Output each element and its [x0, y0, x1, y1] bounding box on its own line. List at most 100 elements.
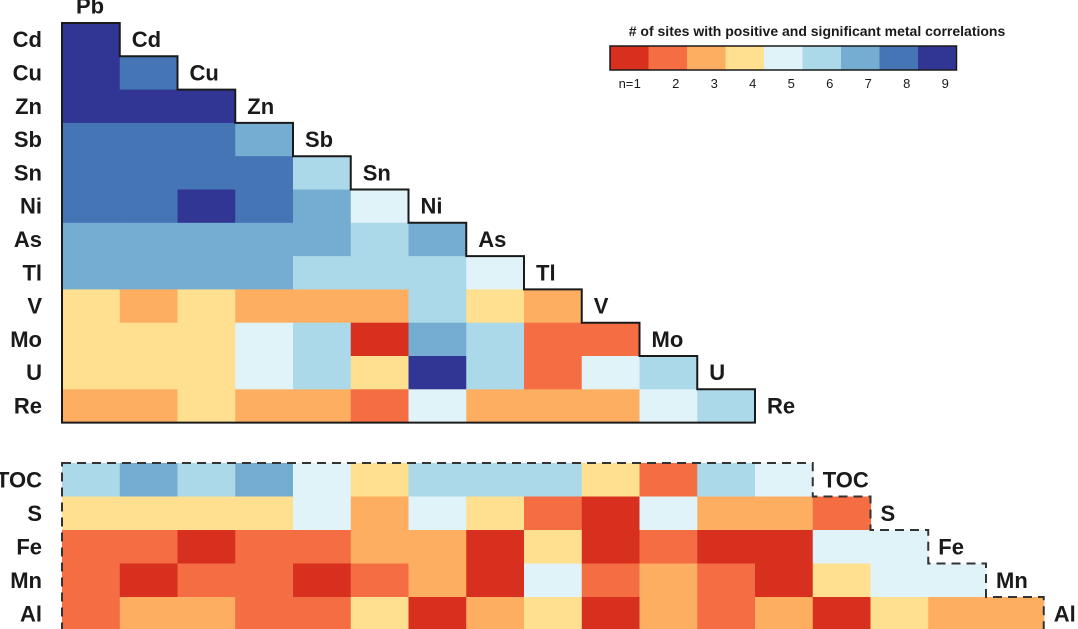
- column-label-sb: Sb: [305, 127, 333, 152]
- cell-toc-mo: [639, 463, 698, 498]
- cell-s-sb: [293, 496, 352, 531]
- cell-v-cd: [119, 289, 179, 324]
- cell-u-sb: [293, 356, 352, 390]
- cell-al-u: [697, 597, 756, 629]
- cell-as-sn: [350, 222, 410, 257]
- legend-swatch-2: [648, 46, 688, 70]
- legend-level-7: 7: [865, 76, 872, 91]
- column-label-cu: Cu: [190, 60, 219, 85]
- cell-al-as: [466, 597, 525, 629]
- cell-s-tl: [524, 496, 583, 531]
- cell-toc-u: [697, 463, 756, 498]
- cell-zn-cu: [177, 89, 236, 124]
- cell-fe-sn: [350, 530, 410, 565]
- row-label-tl: Tl: [22, 260, 42, 285]
- cell-tl-zn: [235, 256, 294, 290]
- cell-mo-sn: [350, 322, 410, 357]
- cell-fe-pb: [62, 530, 121, 565]
- cell-re-mo: [639, 389, 698, 424]
- cell-fe-as: [466, 530, 525, 565]
- cell-al-pb: [62, 597, 121, 629]
- cell-tl-sn: [350, 256, 410, 290]
- cell-v-ni: [408, 289, 467, 324]
- cell-al-zn: [235, 597, 294, 629]
- cell-u-sn: [350, 356, 410, 390]
- cell-al-s: [870, 597, 929, 629]
- cell-al-toc: [812, 597, 872, 629]
- column-label-ni: Ni: [421, 194, 443, 219]
- cell-u-cu: [177, 356, 236, 390]
- cell-s-cu: [177, 496, 236, 531]
- cell-mo-as: [466, 322, 525, 357]
- row-label-sn: Sn: [14, 160, 42, 185]
- legend-swatch-1: [610, 46, 649, 70]
- cell-mn-zn: [235, 563, 294, 598]
- cell-s-cd: [119, 496, 179, 531]
- cell-re-u: [697, 389, 756, 424]
- column-label-s: S: [881, 501, 896, 526]
- cell-u-cd: [119, 356, 179, 390]
- cell-cd-pb: [62, 23, 121, 57]
- cell-sn-cd: [119, 156, 179, 191]
- cell-fe-zn: [235, 530, 294, 565]
- cell-mn-toc: [812, 563, 872, 598]
- cell-fe-mo: [639, 530, 698, 565]
- cell-fe-cd: [119, 530, 179, 565]
- row-label-toc: TOC: [0, 467, 42, 492]
- legend-level-8: 8: [903, 76, 910, 91]
- cell-al-mo: [639, 597, 698, 629]
- cell-re-zn: [235, 389, 294, 424]
- cell-fe-sb: [293, 530, 352, 565]
- row-label-u: U: [26, 360, 42, 385]
- row-label-mn: Mn: [10, 568, 42, 593]
- cell-fe-ni: [408, 530, 467, 565]
- cell-mn-re: [755, 563, 814, 598]
- cell-al-cd: [119, 597, 179, 629]
- row-label-fe: Fe: [16, 534, 42, 559]
- cell-u-v: [581, 356, 641, 390]
- cell-toc-cu: [177, 463, 236, 498]
- cell-tl-sb: [293, 256, 352, 290]
- cell-v-zn: [235, 289, 294, 324]
- row-label-cu: Cu: [13, 60, 42, 85]
- cell-mn-pb: [62, 563, 121, 598]
- cell-as-cu: [177, 222, 236, 257]
- cell-mn-tl: [524, 563, 583, 598]
- legend-level-9: 9: [942, 76, 949, 91]
- legend-swatch-3: [687, 46, 726, 70]
- cell-u-ni: [408, 356, 467, 390]
- metal-triangle-outline: [61, 22, 756, 424]
- cell-mo-v: [581, 322, 641, 357]
- cell-s-sn: [350, 496, 410, 531]
- cell-re-v: [581, 389, 641, 424]
- heatmap-cells: [62, 23, 1045, 629]
- cell-v-sn: [350, 289, 410, 324]
- cell-mn-cd: [119, 563, 179, 598]
- cell-v-as: [466, 289, 525, 324]
- cell-re-as: [466, 389, 525, 424]
- cell-mn-fe: [928, 563, 987, 598]
- cell-fe-re: [755, 530, 814, 565]
- legend-level-1: 1: [634, 76, 641, 91]
- legend-swatch-7: [841, 46, 880, 70]
- cell-ni-zn: [235, 189, 294, 224]
- cell-sn-zn: [235, 156, 294, 191]
- row-label-mo: Mo: [10, 327, 42, 352]
- cell-tl-pb: [62, 256, 121, 290]
- cell-al-fe: [928, 597, 987, 629]
- cell-toc-tl: [524, 463, 583, 498]
- legend-swatch-9: [918, 46, 957, 70]
- cell-toc-v: [581, 463, 641, 498]
- cell-fe-u: [697, 530, 756, 565]
- column-label-u: U: [709, 360, 725, 385]
- column-label-v: V: [594, 294, 609, 319]
- legend-title: # of sites with positive and significant…: [629, 23, 1006, 39]
- column-label-al: Al: [1054, 601, 1076, 626]
- cell-mn-sn: [350, 563, 410, 598]
- legend-swatch-5: [764, 46, 803, 70]
- cell-v-pb: [62, 289, 121, 324]
- cell-s-mo: [639, 496, 698, 531]
- cell-fe-v: [581, 530, 641, 565]
- cell-u-mo: [639, 356, 698, 390]
- cell-cu-pb: [62, 56, 121, 91]
